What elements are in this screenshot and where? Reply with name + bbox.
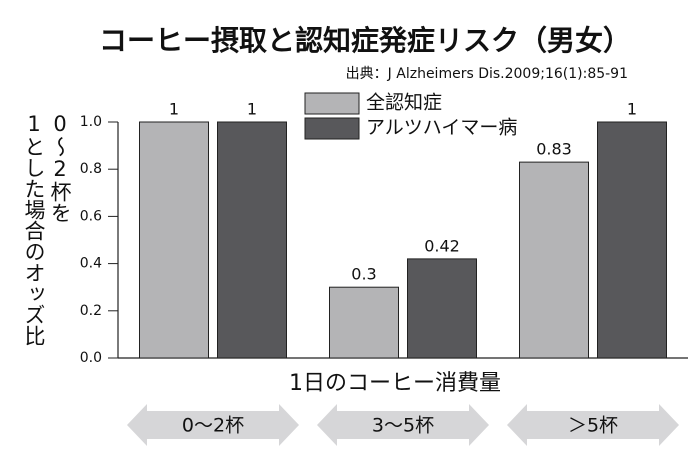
y-tick-label: 0.0 — [80, 350, 102, 366]
bar — [329, 286, 399, 359]
y-tick-label: 0.8 — [80, 161, 102, 177]
value-label: 1 — [169, 100, 179, 119]
y-tick-label: 0.4 — [80, 256, 102, 272]
value-label: 1 — [247, 100, 257, 119]
y-tick-label: 0.2 — [80, 303, 102, 319]
y-axis-label: 1とした場合のオッズ比 — [22, 112, 46, 346]
bar — [519, 161, 589, 359]
category-arrow — [127, 404, 299, 446]
source: 出典：J Alzheimers Dis.2009;16(1):85-91 — [346, 66, 628, 82]
category-arrow — [317, 404, 489, 446]
value-label: 0.42 — [424, 236, 460, 255]
legend-swatch — [304, 117, 360, 140]
x-tick-label: 3〜5杯 — [372, 415, 434, 437]
bar — [217, 121, 287, 359]
bar — [139, 121, 209, 359]
bar — [407, 258, 477, 359]
y-axis-label: 0〜2杯を — [48, 112, 72, 223]
x-axis-label: 1日のコーヒー消費量 — [289, 371, 501, 396]
bar — [597, 121, 667, 359]
y-tick-label: 1.0 — [80, 114, 102, 130]
y-tick-label: 0.6 — [80, 208, 102, 224]
category-arrow — [507, 404, 679, 446]
value-label: 0.83 — [536, 140, 572, 159]
legend-label: 全認知症 — [366, 92, 442, 114]
x-tick-label: 0〜2杯 — [182, 415, 244, 437]
chart-title: コーヒー摂取と認知症発症リスク（男女） — [99, 24, 631, 57]
legend-label: アルツハイマー病 — [366, 117, 517, 139]
value-label: 1 — [627, 100, 637, 119]
legend-swatch — [304, 92, 360, 115]
x-tick-label: ＞5杯 — [568, 415, 618, 437]
value-label: 0.3 — [351, 265, 376, 284]
